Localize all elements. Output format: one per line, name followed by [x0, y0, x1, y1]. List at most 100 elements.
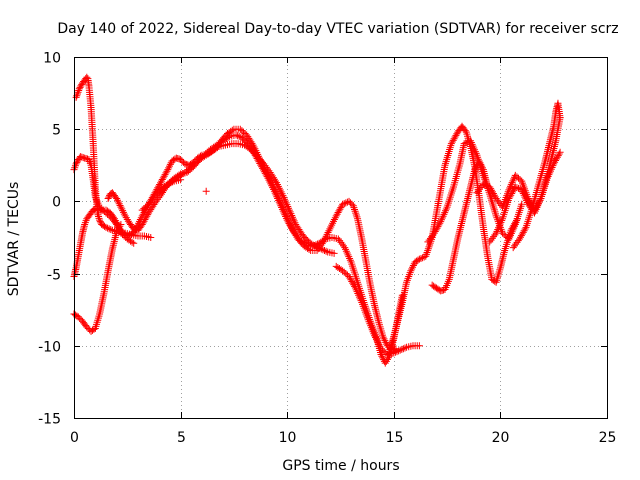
data-point — [77, 82, 85, 90]
data-point — [356, 295, 364, 303]
data-point — [467, 137, 475, 145]
data-point — [425, 243, 433, 251]
data-point — [487, 185, 495, 193]
data-point — [519, 188, 527, 196]
data-point — [289, 213, 297, 221]
data-point — [347, 276, 355, 284]
data-point — [339, 200, 347, 208]
data-point — [116, 222, 124, 230]
data-point — [382, 338, 390, 346]
data-point — [165, 164, 173, 172]
data-point — [490, 191, 498, 199]
data-point — [346, 199, 354, 207]
data-point — [520, 227, 528, 235]
data-point — [511, 222, 519, 230]
data-point — [275, 195, 283, 203]
data-point — [509, 188, 517, 196]
series-trace-3 — [70, 176, 185, 280]
data-point — [305, 245, 313, 253]
data-point — [382, 349, 390, 357]
data-point — [494, 226, 502, 234]
data-point — [122, 214, 130, 222]
data-point — [517, 233, 525, 241]
data-point — [499, 229, 507, 237]
data-point — [286, 220, 294, 228]
data-point — [182, 167, 190, 175]
data-point — [248, 139, 256, 147]
data-point — [339, 242, 347, 250]
data-point — [447, 140, 455, 148]
data-point — [517, 232, 525, 240]
data-point — [276, 198, 284, 206]
data-point — [399, 345, 407, 353]
data-point — [289, 215, 297, 223]
data-point — [407, 267, 415, 275]
data-point — [284, 202, 292, 210]
data-point — [74, 313, 82, 321]
data-point — [161, 171, 169, 179]
data-point — [440, 210, 448, 218]
data-point — [96, 216, 104, 224]
data-point — [495, 222, 503, 230]
data-point — [469, 142, 477, 150]
data-point — [128, 238, 136, 246]
data-point — [448, 138, 456, 146]
data-point — [552, 155, 560, 163]
data-point — [351, 282, 359, 290]
data-point — [287, 223, 295, 231]
data-point — [505, 235, 513, 243]
data-point — [419, 254, 427, 262]
data-point — [475, 157, 483, 165]
data-point — [479, 180, 487, 188]
data-point — [518, 230, 526, 238]
data-point — [345, 197, 353, 205]
data-point — [491, 231, 499, 239]
data-point — [511, 183, 519, 191]
data-point — [352, 286, 360, 294]
x-tick-label: 5 — [177, 430, 186, 446]
data-point — [73, 90, 81, 98]
data-point — [146, 197, 154, 205]
data-point — [269, 182, 277, 190]
y-tick-label: -10 — [38, 340, 61, 356]
data-point — [95, 213, 103, 221]
data-point — [96, 218, 104, 226]
data-point — [270, 184, 278, 192]
data-point — [268, 180, 276, 188]
data-point — [476, 159, 484, 167]
data-point — [282, 211, 290, 219]
data-point — [285, 204, 293, 212]
data-point — [111, 216, 119, 224]
data-point — [146, 199, 154, 207]
data-point — [353, 288, 361, 296]
data-point — [151, 189, 159, 197]
data-point — [288, 211, 296, 219]
data-point — [147, 234, 155, 241]
data-point — [435, 221, 443, 229]
data-point — [554, 152, 562, 160]
data-point — [535, 200, 543, 208]
x-tick-label: 15 — [386, 430, 404, 446]
data-point — [556, 114, 564, 122]
data-point — [498, 217, 506, 225]
data-point — [355, 293, 363, 301]
data-point — [95, 214, 103, 222]
data-point — [461, 127, 469, 135]
data-point — [159, 174, 167, 182]
data-point — [380, 335, 388, 343]
data-point — [118, 205, 126, 213]
data-point — [280, 207, 288, 215]
data-point — [76, 314, 84, 322]
data-point — [121, 212, 129, 220]
data-point — [341, 244, 349, 252]
series-trace-14 — [509, 99, 564, 252]
data-point — [76, 83, 84, 91]
data-point — [202, 187, 210, 195]
data-point — [379, 346, 387, 354]
data-point — [535, 198, 543, 206]
data-point — [285, 218, 293, 226]
data-point — [72, 160, 80, 168]
series-trace-8 — [332, 262, 423, 358]
data-point — [500, 231, 508, 239]
